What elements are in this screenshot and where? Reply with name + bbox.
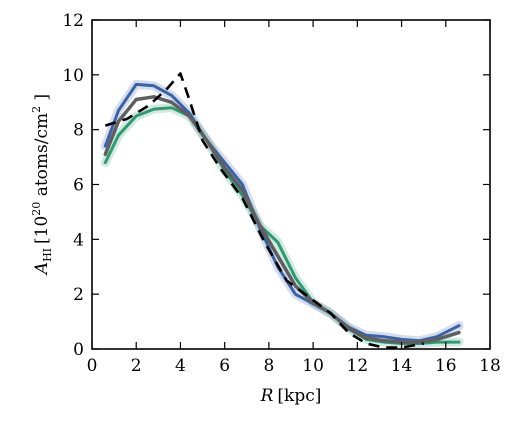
y-tick-label: 6 <box>73 176 84 196</box>
x-tick-label: 16 <box>435 356 457 376</box>
series-layer <box>105 74 459 348</box>
y-tick-label: 2 <box>73 285 84 305</box>
y-tick-label: 4 <box>73 230 84 250</box>
y-tick-label: 0 <box>73 340 84 360</box>
series-blue-band-line <box>105 84 459 340</box>
x-axis-label-unit: [kpc] <box>277 386 321 406</box>
x-tick-label: 6 <box>219 356 230 376</box>
y-axis-label-mid: atoms/cm <box>32 113 52 202</box>
y-axis-ticks: 0 2 4 6 8 10 12 <box>62 11 490 360</box>
x-tick-label: 2 <box>131 356 142 376</box>
x-tick-label: 14 <box>391 356 413 376</box>
x-tick-label: 0 <box>87 356 98 376</box>
y-tick-label: 12 <box>62 11 84 31</box>
y-axis-label-exp2: 2 <box>30 106 43 113</box>
x-tick-label: 10 <box>302 356 324 376</box>
x-axis-ticks: 0 2 4 6 8 10 12 14 16 18 <box>87 20 501 376</box>
y-tick-label: 8 <box>73 121 84 141</box>
x-tick-label: 18 <box>479 356 501 376</box>
y-axis-label-pre: [10 <box>32 216 52 244</box>
y-axis-label-sub: HI <box>41 248 54 262</box>
series-green-band-band <box>105 108 459 344</box>
series-black-dashed-line <box>105 74 423 348</box>
x-tick-label: 12 <box>347 356 369 376</box>
y-tick-label: 10 <box>62 66 84 86</box>
series-green-band-line <box>105 108 459 344</box>
y-axis-label-post: ] <box>32 94 52 106</box>
plot-frame <box>92 20 490 349</box>
x-axis-label-var: R <box>260 386 274 406</box>
y-axis-label: AHI [1020 atoms/cm2 ] <box>30 94 54 276</box>
y-axis-label-var: A <box>32 262 52 276</box>
x-tick-label: 4 <box>175 356 186 376</box>
series-gray-line <box>105 97 459 342</box>
x-axis-label: R[kpc] <box>260 386 322 406</box>
series-blue-band-band <box>105 84 459 340</box>
x-tick-label: 8 <box>263 356 274 376</box>
y-axis-label-exp: 20 <box>30 202 43 216</box>
